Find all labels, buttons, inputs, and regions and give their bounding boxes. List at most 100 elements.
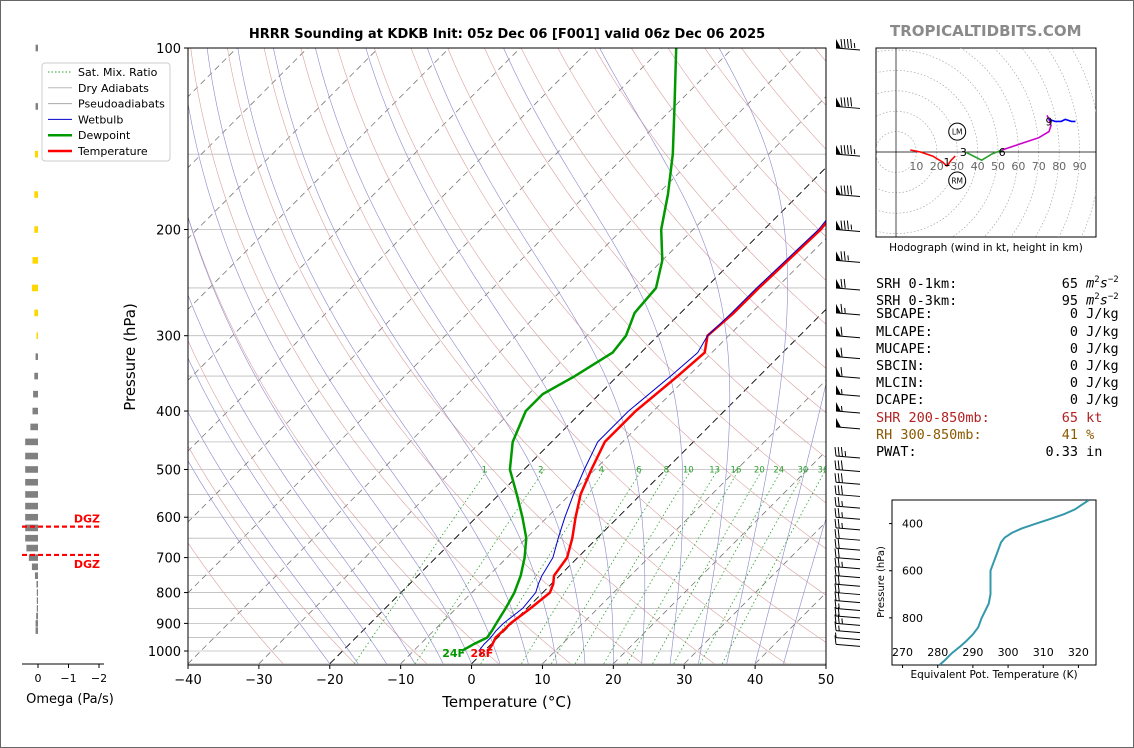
legend-entry: Sat. Mix. Ratio	[78, 66, 158, 79]
stat-row: SHR 200-850mb: 65 kt	[876, 410, 1116, 427]
omega-bar	[36, 612, 38, 620]
barb-staff	[835, 410, 861, 414]
barb-staff	[835, 622, 861, 626]
barb-staff	[835, 481, 861, 485]
barb-flag	[837, 557, 840, 567]
omega-tick-label: 0	[35, 672, 42, 685]
mixing-ratio-label: 4	[599, 466, 604, 476]
barb-flag	[834, 621, 837, 631]
isotherm-line	[471, 308, 826, 665]
hodograph-ring-label: 50	[991, 160, 1005, 173]
barb-flag	[837, 614, 840, 624]
wind-barb	[834, 614, 861, 626]
wind-barb	[834, 508, 861, 520]
barb-staff	[835, 356, 861, 360]
mixing-ratio-line	[652, 469, 763, 664]
wind-barb	[835, 402, 861, 414]
stat-value: 65	[1061, 275, 1078, 292]
stat-unit: %	[1078, 426, 1095, 443]
y-tick-label: 400	[156, 405, 181, 420]
theta-e-x-tick-label: 290	[962, 646, 983, 659]
stat-value: 41	[1061, 426, 1078, 443]
hodograph-height-label: 9	[1046, 115, 1053, 128]
omega-bar	[35, 620, 38, 627]
barb-pennant	[836, 367, 841, 377]
pseudoadiabat	[427, 48, 646, 664]
mixing-ratio-label: 36	[818, 466, 829, 476]
barb-flag	[834, 566, 837, 576]
barb-flag	[843, 97, 846, 107]
wind-barb	[834, 606, 861, 619]
stat-value: 0	[1069, 392, 1078, 409]
omega-bar	[36, 605, 38, 612]
barb-flag	[840, 185, 843, 195]
barb-flag	[840, 473, 843, 483]
series-wetbulb	[478, 219, 826, 652]
wind-barb	[835, 278, 861, 291]
mixing-ratio-label: 1	[482, 466, 487, 476]
wind-barb	[834, 548, 861, 561]
dry-adiabat	[484, 48, 826, 458]
surface-dewpoint-label: 24F	[442, 647, 465, 660]
barb-pennant	[836, 417, 841, 428]
barb-staff	[835, 493, 861, 497]
theta-e-y-tick-label: 600	[902, 565, 923, 578]
dry-adiabat	[300, 48, 787, 665]
barb-flag	[837, 473, 840, 483]
barb-flag	[846, 220, 849, 230]
barb-staff	[835, 615, 861, 619]
legend-entry: Dry Adiabats	[78, 82, 149, 95]
omega-panel: DGZ DGZ 0 −1 −2 Omega (Pa/s)	[22, 44, 114, 707]
stat-label: MUCAPE:	[876, 340, 933, 357]
barb-flag	[834, 485, 837, 495]
isotherm-line	[188, 48, 379, 240]
barb-staff	[835, 516, 861, 520]
wind-barb	[834, 518, 861, 531]
barb-flag	[843, 145, 846, 155]
series-dewpoint	[460, 48, 678, 653]
barb-flag	[834, 446, 837, 457]
mixing-ratio-line	[414, 469, 545, 665]
barb-staff	[835, 637, 861, 641]
x-tick-label: 40	[747, 673, 764, 688]
stat-value: 65	[1061, 409, 1078, 426]
barb-staff	[835, 287, 861, 291]
stat-label: DCAPE:	[876, 392, 925, 409]
pseudoadiabat	[237, 48, 529, 664]
x-tick-label: 30	[676, 673, 693, 688]
omega-bar	[31, 563, 38, 571]
hodograph-caption: Hodograph (wind in kt, height in km)	[889, 242, 1083, 254]
stat-unit: J/kg	[1078, 375, 1119, 392]
wind-barb	[834, 635, 861, 647]
omega-bar	[32, 407, 38, 415]
y-tick-label: 500	[156, 463, 181, 478]
stat-row: SBCAPE: 0 J/kg	[876, 306, 1119, 323]
barb-flag	[834, 548, 837, 558]
barb-flag	[837, 539, 840, 549]
hodograph-ring-label: 70	[1032, 160, 1046, 173]
y-tick-label: 200	[156, 224, 181, 239]
barb-pennant	[836, 303, 841, 314]
mixing-ratio-line	[550, 469, 670, 665]
barb-staff	[835, 393, 861, 397]
skewt-legend: Sat. Mix. Ratio Dry Adiabats Pseudoadiabat…	[41, 62, 171, 162]
omega-bar	[31, 284, 38, 292]
hodograph-frame	[875, 47, 1097, 238]
wind-barb	[835, 220, 861, 233]
pseudoadiabat	[599, 48, 731, 664]
barb-pennant	[836, 326, 841, 337]
barb-flag	[850, 185, 853, 195]
theta-e-frame	[891, 499, 1097, 666]
theta-e-x-tick-label: 280	[927, 646, 948, 659]
barb-flag	[840, 145, 843, 155]
isotherm-line	[329, 166, 826, 665]
mixing-ratio-label: 24	[773, 466, 784, 476]
stat-value: 0.33	[1045, 443, 1078, 460]
pseudoadiabat	[273, 48, 557, 664]
x-tick-label: −20	[316, 673, 343, 688]
stat-label: RH 300-850mb:	[876, 426, 982, 443]
stat-value: 0	[1069, 340, 1078, 357]
barb-staff	[835, 583, 861, 587]
barb-flag	[834, 606, 837, 617]
barb-flag	[846, 185, 849, 195]
